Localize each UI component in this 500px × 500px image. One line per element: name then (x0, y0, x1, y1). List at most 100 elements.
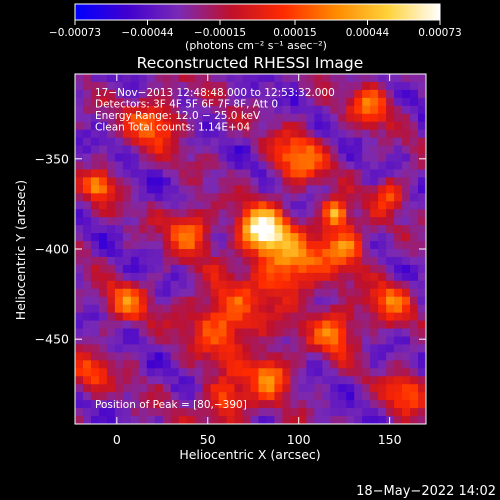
heatmap-cell (362, 296, 371, 306)
heatmap-cell (138, 304, 148, 314)
heatmap-cell (402, 241, 411, 250)
heatmap-cell (258, 288, 268, 298)
heatmap-cell (146, 209, 156, 218)
heatmap-cell (146, 74, 156, 83)
heatmap-cell (298, 185, 307, 194)
heatmap-cell (346, 97, 355, 107)
heatmap-cell (114, 272, 124, 282)
heatmap-cell (170, 137, 180, 147)
heatmap-cell (162, 320, 172, 330)
heatmap-cell (418, 161, 426, 171)
heatmap-cell (90, 241, 100, 250)
heatmap-cell (242, 81, 252, 91)
heatmap-cell (274, 121, 284, 131)
heatmap-cell (90, 209, 100, 218)
heatmap-cell (242, 264, 252, 274)
heatmap-cell (266, 368, 276, 377)
colorbar-ticks: −0.00073 −0.00044 −0.00015 0.00015 0.00044 0.… (49, 20, 462, 39)
heatmap-cell (306, 400, 315, 409)
heatmap-cell (114, 81, 124, 91)
heatmap-cell (138, 89, 148, 99)
heatmap-cell (322, 344, 331, 354)
heatmap-cell (298, 161, 307, 171)
heatmap-cell (338, 256, 347, 266)
heatmap-cell (346, 169, 355, 179)
heatmap-cell (250, 145, 260, 155)
heatmap-cell (90, 288, 100, 298)
heatmap-cell (410, 312, 419, 322)
heatmap-cell (274, 105, 284, 115)
heatmap-cell (290, 312, 299, 322)
heatmap-cell (274, 256, 284, 266)
heatmap-cell (418, 241, 426, 250)
heatmap-cell (146, 296, 156, 306)
heatmap-cell (170, 280, 180, 290)
heatmap-cell (370, 225, 379, 234)
heatmap-cell (226, 241, 236, 250)
heatmap-cell (146, 169, 156, 179)
heatmap-cell (82, 416, 92, 424)
heatmap-cell (202, 161, 212, 171)
heatmap-cell (170, 296, 180, 306)
heatmap-cell (410, 384, 419, 393)
heatmap-cell (250, 264, 260, 274)
heatmap-cell (386, 296, 395, 306)
heatmap-cell (130, 185, 140, 194)
heatmap-cell (250, 336, 260, 346)
heatmap-cell (90, 272, 100, 282)
heatmap-cell (114, 336, 124, 346)
heatmap-cell (242, 368, 252, 377)
heatmap-cell (146, 201, 156, 210)
heatmap-cell (98, 89, 108, 99)
heatmap-cell (394, 249, 403, 258)
colorbar-tick-label: −0.00015 (194, 27, 246, 39)
heatmap-cell (162, 233, 172, 242)
heatmap-cell (354, 249, 363, 258)
heatmap-cell (362, 89, 371, 99)
heatmap-cell (90, 169, 100, 179)
heatmap-cell (298, 74, 307, 83)
heatmap-cell (394, 201, 403, 210)
heatmap-cell (282, 241, 291, 250)
heatmap-cell (306, 304, 315, 314)
heatmap-cell (410, 336, 419, 346)
heatmap-cell (362, 145, 371, 155)
heatmap-cell (82, 129, 92, 139)
heatmap-cell (234, 153, 244, 163)
heatmap-cell (146, 177, 156, 186)
heatmap-cell (234, 169, 244, 179)
heatmap-cell (122, 74, 132, 83)
heatmap-cell (75, 81, 84, 91)
heatmap-cell (418, 137, 426, 147)
heatmap-cell (410, 264, 419, 274)
heatmap-cell (106, 400, 116, 409)
heatmap-cell (242, 256, 252, 266)
heatmap-cell (338, 113, 347, 123)
heatmap-cell (194, 74, 204, 83)
heatmap-cell (122, 344, 132, 354)
heatmap-cell (410, 89, 419, 99)
heatmap-cell (354, 416, 363, 424)
heatmap-cell (75, 185, 84, 194)
heatmap-cell (154, 153, 164, 163)
heatmap-cell (90, 280, 100, 290)
heatmap-cell (330, 344, 339, 354)
heatmap-cell (250, 193, 260, 202)
heatmap-cell (114, 161, 124, 171)
heatmap-cell (114, 288, 124, 298)
heatmap-cell (266, 272, 276, 282)
heatmap-cell (266, 97, 276, 107)
heatmap-cell (154, 304, 164, 314)
heatmap-cell (170, 113, 180, 123)
heatmap-cell (234, 296, 244, 306)
heatmap-cell (202, 145, 212, 155)
heatmap-cell (98, 368, 108, 377)
heatmap-cell (282, 249, 291, 258)
heatmap-cell (394, 193, 403, 202)
heatmap-cell (394, 177, 403, 186)
heatmap-cell (154, 272, 164, 282)
heatmap-cell (354, 352, 363, 361)
heatmap-cell (130, 113, 140, 123)
heatmap-cell (394, 225, 403, 234)
heatmap-cell (258, 81, 268, 91)
